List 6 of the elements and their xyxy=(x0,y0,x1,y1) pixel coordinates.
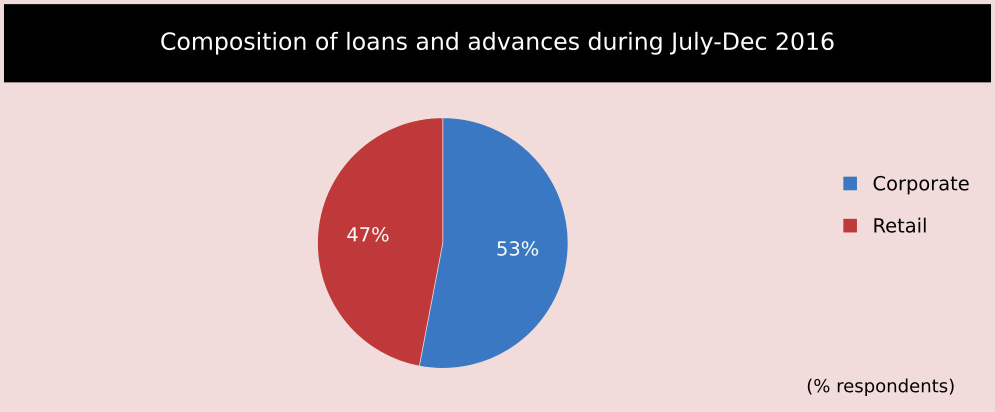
legend-label: Corporate xyxy=(874,176,969,194)
data-label: 47% xyxy=(347,226,388,242)
data-label: 53% xyxy=(497,241,538,256)
text: (% respondents) xyxy=(808,378,954,396)
chart-title: Composition of loans and advances during July-Dec 2016 xyxy=(161,32,834,55)
legend-label: Retail xyxy=(874,218,926,233)
